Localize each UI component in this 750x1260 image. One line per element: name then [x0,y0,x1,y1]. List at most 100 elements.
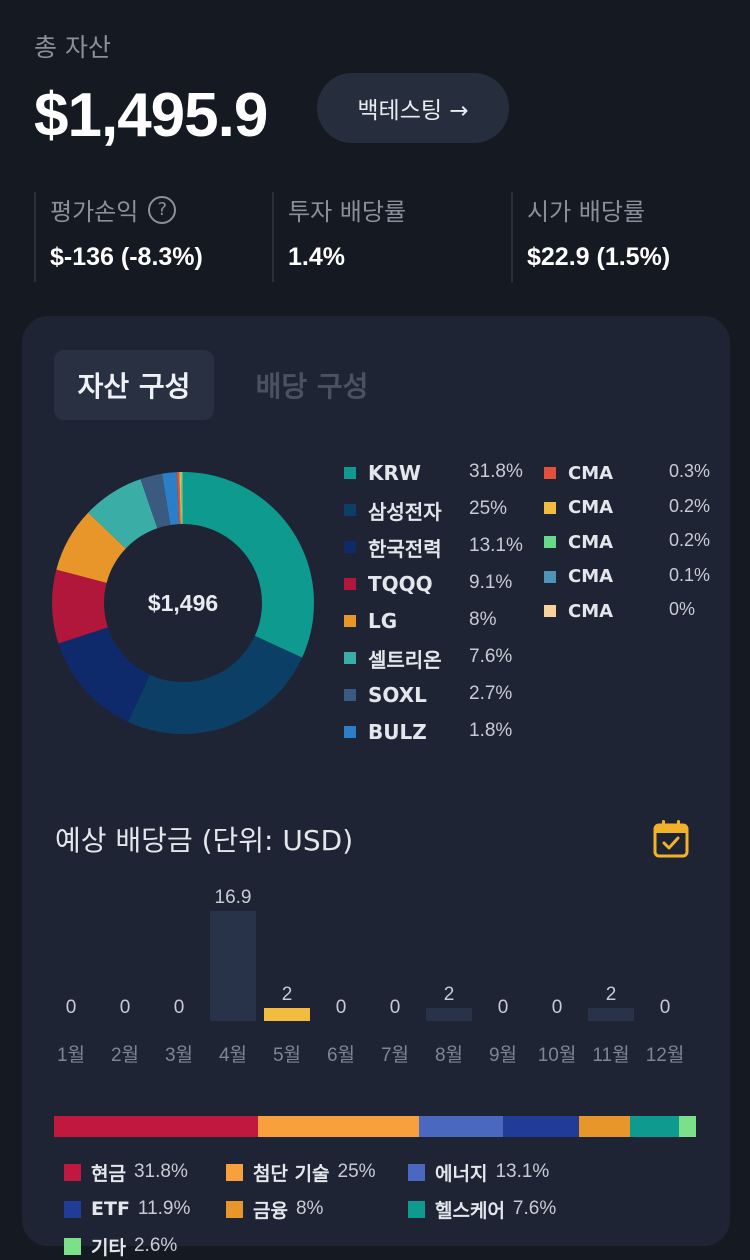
bar-value-label: 0 [497,997,509,1018]
sector-swatch [408,1200,425,1218]
stat-profit-loss: 평가손익? $-136 (-8.3%) [34,192,260,282]
legend-name: 셀트리온 [368,647,442,672]
legend-pct: 0.1% [669,564,711,585]
stat-label: 시가 배당률 [527,198,646,226]
month-label: 2월 [110,1045,140,1066]
legend-item: TQQQ [344,569,433,599]
legend-item: CMA [544,562,613,592]
calendar-check-icon[interactable] [652,819,690,859]
month-label: 1월 [56,1045,86,1066]
dividend-bar-chart: 0 1월 0 2월 0 3월 16.9 4월 2 5월 0 6월 0 7월 2 8월 0 9월 0 10월 2 11월 0 1… [44,876,704,1066]
donut-slice-11[interactable] [52,472,314,734]
sector-segment[interactable] [579,1116,631,1137]
legend-name: CMA [568,531,614,553]
sector-legend-item: 기타 2.6% [64,1232,177,1260]
sector-legend-item: 에너지 13.1% [408,1158,549,1186]
legend-pct: 0.2% [669,495,711,516]
sector-swatch [64,1163,81,1181]
bar-value-label: 2 [443,983,455,1005]
sector-legend-item: 헬스케어 7.6% [408,1195,556,1223]
sector-segment[interactable] [54,1116,259,1137]
sector-swatch [408,1163,425,1181]
bar-8월[interactable] [426,1007,472,1021]
stat-label: 투자 배당률 [288,198,407,226]
stat-investment-yield: 투자 배당률 1.4% [272,192,498,282]
legend-swatch [344,541,356,553]
stat-value: $22.9 (1.5%) [527,243,671,271]
legend-item: CMA [544,596,613,626]
legend-pct: 7.6% [469,646,513,667]
donut-slice-1[interactable] [52,472,314,734]
legend-pct: 2.7% [469,683,513,704]
stat-value: 1.4% [288,243,345,271]
month-label: 9월 [488,1045,518,1066]
month-label: 5월 [272,1045,302,1066]
sector-segment[interactable] [679,1116,696,1137]
sector-pct: 11.9% [137,1198,191,1219]
month-label: 4월 [218,1045,248,1066]
legend-name: CMA [568,462,614,484]
bar-value-label: 0 [65,997,77,1018]
donut-svg [52,472,314,734]
sector-segment[interactable] [630,1116,680,1137]
month-label: 12월 [645,1045,685,1066]
legend-item: CMA [544,458,613,488]
question-circle-icon[interactable]: ? [148,195,177,224]
bar-4월[interactable] [210,911,256,1021]
sector-segment[interactable] [418,1116,503,1137]
legend-swatch [344,652,356,664]
sector-legend-item: 첨단 기술 25% [226,1158,376,1186]
backtest-button[interactable]: 백테스팅 → [317,73,509,143]
legend-name: 한국전력 [368,536,442,561]
legend-item: 셀트리온 [344,643,442,673]
legend-name: 삼성전자 [368,499,442,524]
legend-name: CMA [568,600,614,622]
sector-name: ETF [91,1198,130,1220]
legend-name: BULZ [368,720,427,744]
bar-value-label: 2 [281,983,293,1005]
legend-name: TQQQ [368,572,433,596]
legend-swatch [544,501,556,514]
bar-value-label: 16.9 [214,887,252,908]
donut-slice-3[interactable] [52,472,314,734]
legend-swatch [344,504,356,516]
sector-pct: 7.6% [512,1198,557,1219]
legend-item: CMA [544,527,613,557]
total-assets-value: $1,495.9 [34,81,268,150]
legend-pct: 9.1% [469,572,513,593]
bar-5월[interactable] [264,1007,310,1021]
legend-item: 삼성전자 [344,495,442,525]
legend-pct: 31.8% [469,461,523,482]
sector-pct: 2.6% [133,1235,178,1256]
tab-asset-composition[interactable]: 자산 구성 [54,350,214,420]
sector-name: 첨단 기술 [253,1162,330,1185]
legend-name: KRW [368,461,421,485]
asset-donut-chart: $1,496 [52,472,314,734]
sector-pct: 13.1% [495,1161,550,1182]
sector-pct: 31.8% [133,1161,188,1182]
legend-swatch [544,570,556,583]
legend-swatch [344,726,356,738]
sector-segment[interactable] [502,1116,580,1137]
sector-name: 현금 [91,1162,126,1185]
bar-value-label: 0 [551,997,563,1018]
legend-name: LG [368,609,398,633]
legend-name: CMA [568,566,614,588]
legend-item: KRW [344,458,421,488]
stats-row: 평가손익? $-136 (-8.3%) 투자 배당률 1.4% 시가 배당률 $… [34,192,724,282]
legend-item: CMA [544,493,613,523]
month-label: 6월 [326,1045,356,1066]
legend-swatch [544,467,556,479]
tab-dividend-composition[interactable]: 배당 구성 [255,370,369,403]
bar-value-label: 0 [173,997,185,1018]
sector-swatch [64,1237,81,1255]
legend-pct: 0.2% [669,530,711,551]
sector-name: 기타 [91,1236,126,1259]
sector-segment[interactable] [258,1116,419,1137]
sector-legend-item: 금융 8% [226,1195,323,1223]
bar-value-label: 2 [605,983,617,1005]
sector-swatch [64,1200,81,1218]
sector-name: 헬스케어 [435,1199,505,1222]
bar-11월[interactable] [588,1007,634,1021]
stat-label: 평가손익 [50,198,139,226]
